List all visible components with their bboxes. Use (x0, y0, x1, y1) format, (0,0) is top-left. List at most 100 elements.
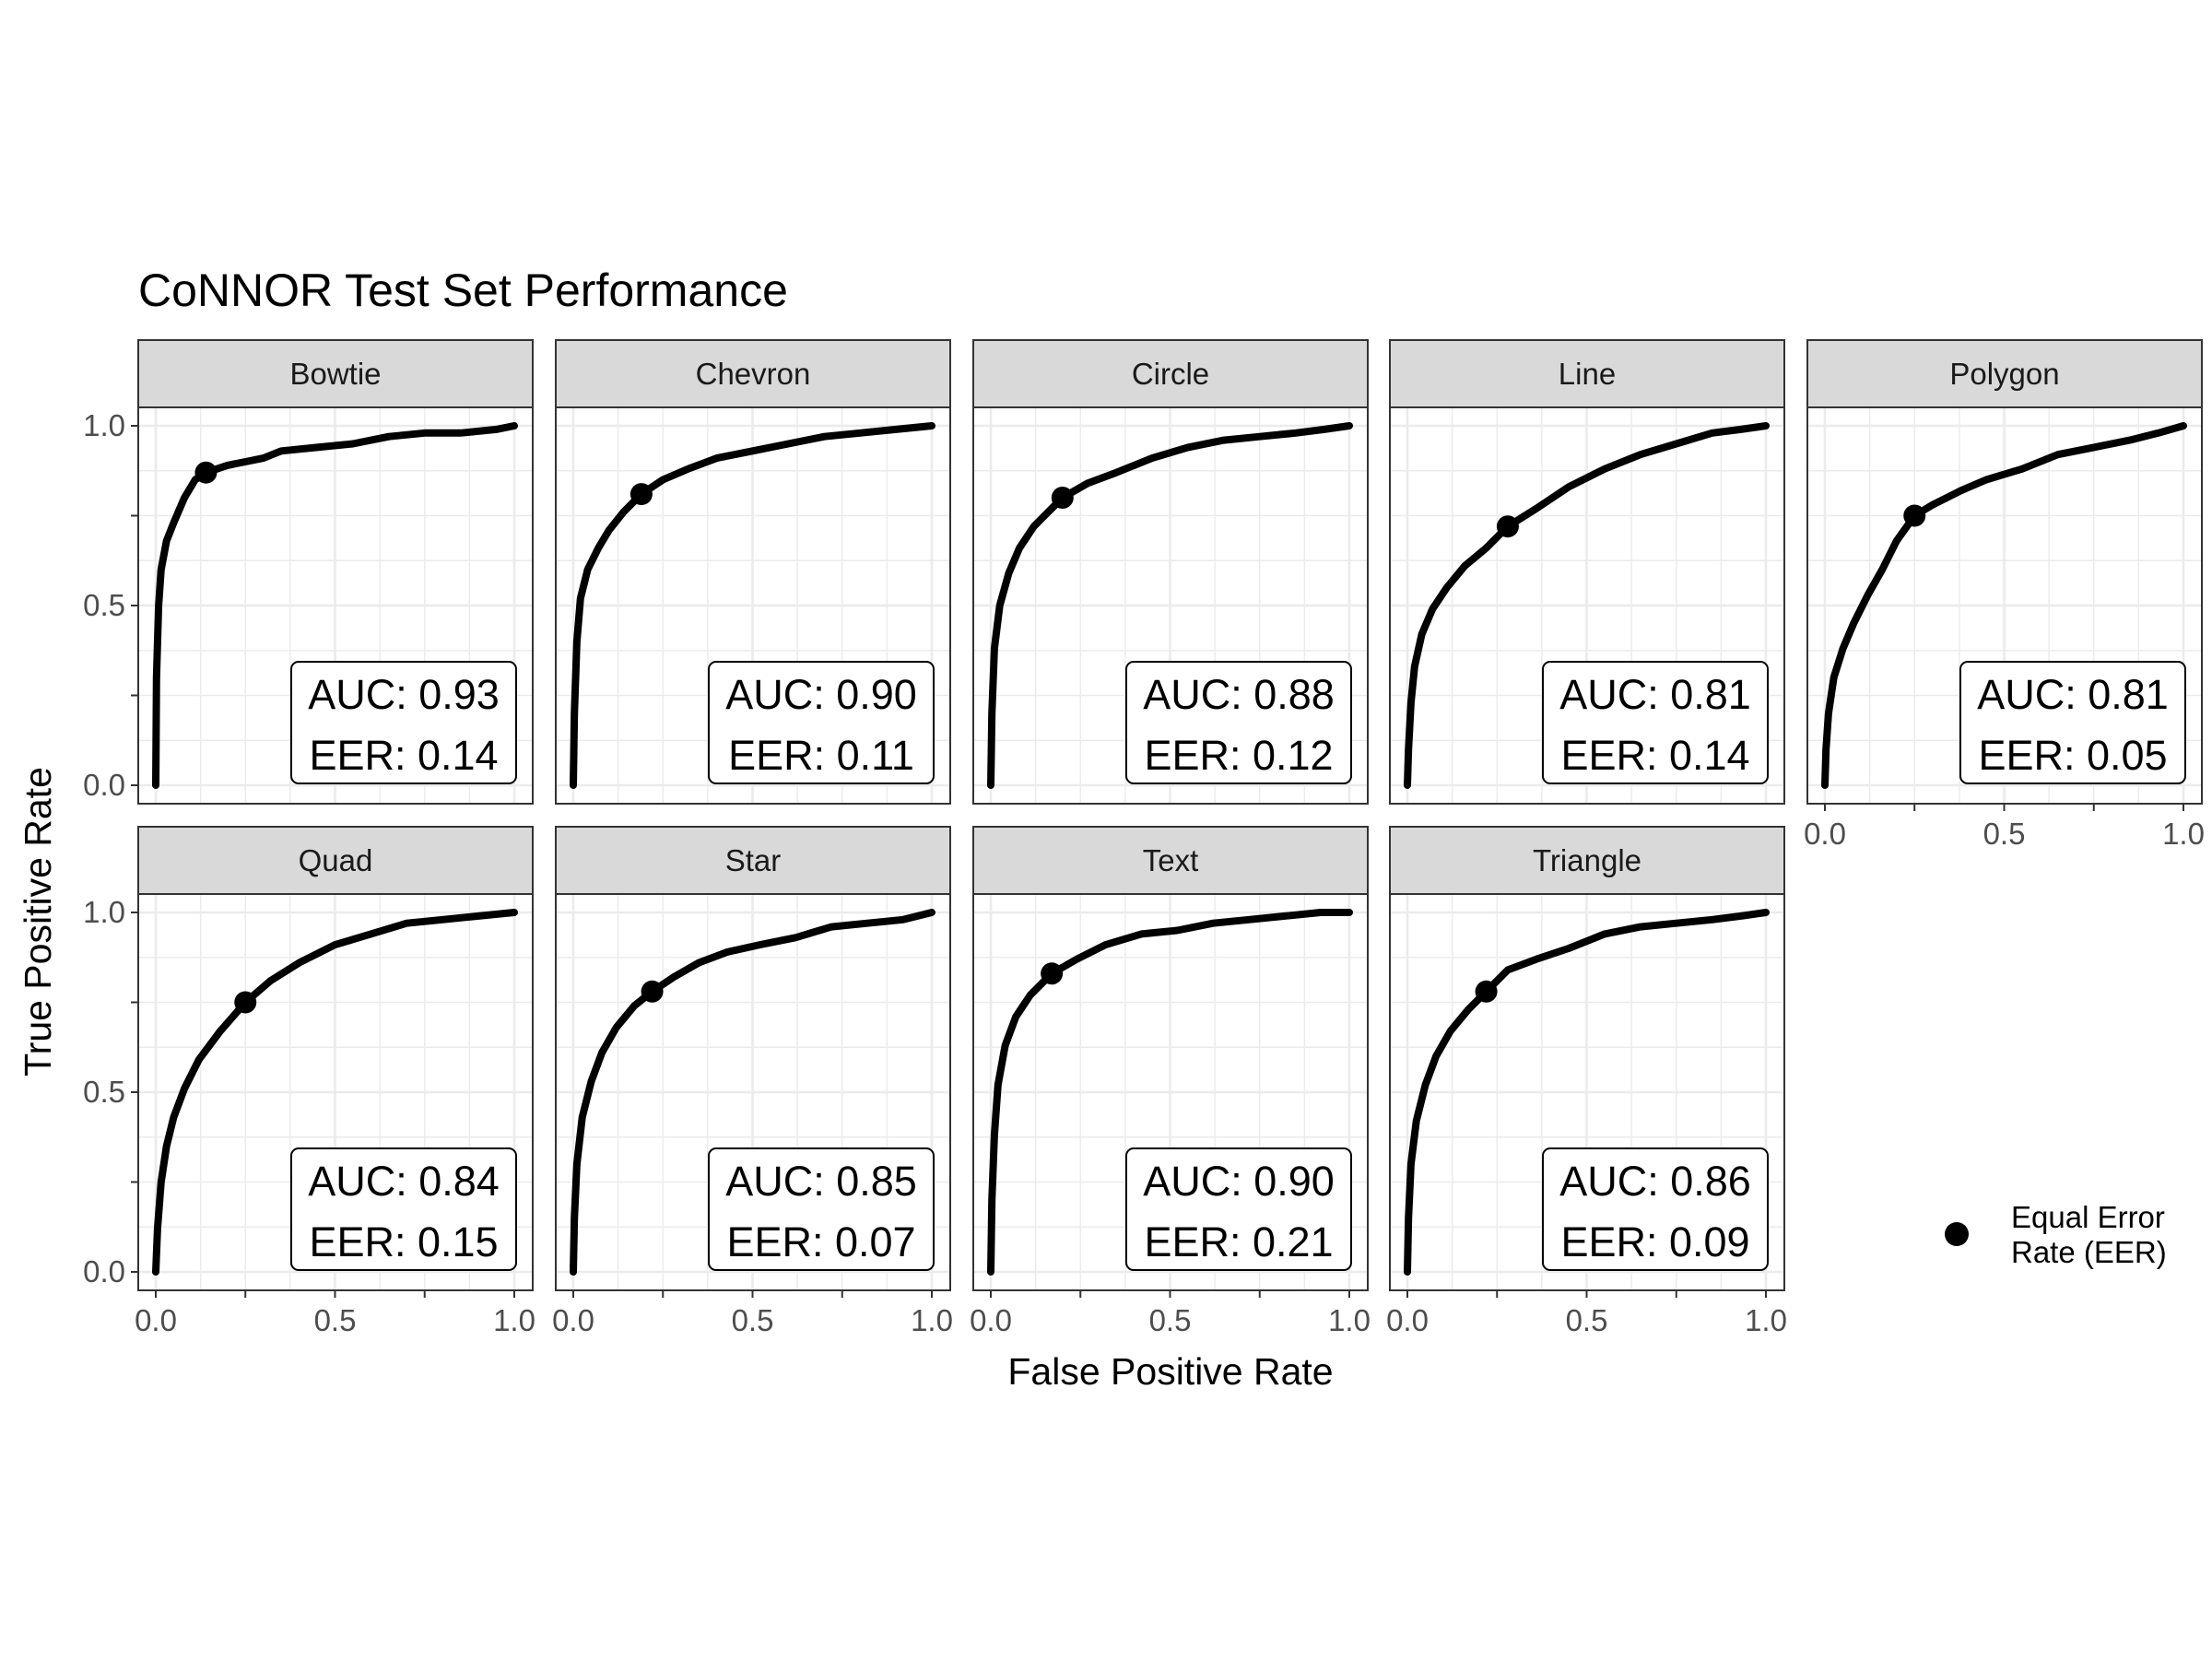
auc-label: AUC: 0.93 (308, 671, 500, 718)
roc-curve (570, 909, 935, 1276)
y-tick-label: 0.5 (83, 588, 125, 622)
auc-label: AUC: 0.81 (1559, 671, 1751, 718)
x-tick-label: 0.5 (1149, 1303, 1192, 1337)
facet-strip (137, 339, 534, 408)
x-tick-label: 1.0 (2162, 817, 2205, 851)
eer-point (234, 991, 257, 1014)
metric-box (290, 1147, 517, 1271)
eer-point (1041, 962, 1064, 985)
auc-label: AUC: 0.86 (1559, 1158, 1751, 1205)
legend-label-line1: Equal Error (2011, 1200, 2165, 1234)
eer-point (641, 980, 664, 1003)
eer-label: EER: 0.14 (1560, 732, 1749, 779)
y-tick-label: 1.0 (83, 895, 125, 929)
facet-strip-label: Text (1143, 843, 1199, 877)
facet-strip-label: Chevron (696, 357, 811, 391)
auc-label: AUC: 0.81 (1977, 671, 2169, 718)
eer-point (1051, 487, 1074, 509)
auc-label: AUC: 0.90 (1143, 1158, 1335, 1205)
panel-line: Line AUC: 0.81 EER: 0.14 (1389, 339, 1785, 805)
panel-polygon: Polygon AUC: 0.81 EER: 0.05 0.0 0.5 1.0 (1804, 339, 2205, 851)
eer-label: EER: 0.12 (1144, 732, 1333, 779)
y-axis-title: True Positive Rate (17, 767, 59, 1077)
facet-strip (972, 339, 1369, 408)
eer-point (194, 461, 218, 484)
metric-box (1959, 661, 2186, 784)
auc-label: AUC: 0.85 (725, 1158, 917, 1205)
roc-curve (570, 422, 935, 789)
metric-box (1125, 661, 1352, 784)
roc-curve (987, 422, 1353, 789)
x-tick-label: 0.0 (970, 1303, 1012, 1337)
metric-box (290, 661, 517, 784)
facet-strip (555, 826, 951, 895)
y-tick-label: 0.0 (83, 1254, 125, 1288)
x-tick-label: 1.0 (1745, 1303, 1787, 1337)
y-tick-label: 0.5 (83, 1075, 125, 1109)
eer-label: EER: 0.11 (728, 732, 914, 779)
panel-border (972, 406, 1369, 805)
metric-box (1542, 661, 1769, 784)
panel-border (555, 406, 951, 805)
facet-strip-label: Polygon (1949, 357, 2059, 391)
eer-label: EER: 0.14 (309, 732, 498, 779)
metric-box (708, 1147, 935, 1271)
eer-point (1903, 504, 1926, 527)
facet-strip (1389, 826, 1785, 895)
panel-circle: Circle AUC: 0.88 EER: 0.12 (972, 339, 1369, 805)
panel-quad: Quad AUC: 0.84 EER: 0.15 0.0 0.5 1.0 0.0 0.5 1.0 (83, 826, 535, 1337)
auc-label: AUC: 0.88 (1143, 671, 1335, 718)
panel-text: Text AUC: 0.90 EER: 0.21 0.0 0.5 1.0 (970, 826, 1371, 1337)
chart-title: CoNNOR Test Set Performance (138, 265, 788, 316)
legend-label-line2: Rate (EER) (2011, 1235, 2167, 1269)
panel-bowtie: Bowtie AUC: 0.93 EER: 0.14 0.0 0.5 1.0 (83, 339, 534, 805)
facet-strip-label: Circle (1132, 357, 1209, 391)
x-tick-label: 0.0 (1386, 1303, 1429, 1337)
metric-box (1125, 1147, 1352, 1271)
eer-point (1475, 980, 1498, 1003)
y-tick-label: 1.0 (83, 408, 125, 442)
x-tick-label: 0.5 (314, 1303, 357, 1337)
eer-label: EER: 0.09 (1560, 1218, 1749, 1265)
x-tick-label: 1.0 (493, 1303, 535, 1337)
facet-strip-label: Bowtie (289, 357, 381, 391)
facet-strip-label: Quad (299, 843, 373, 877)
x-tick-label: 0.5 (1983, 817, 2026, 851)
eer-label: EER: 0.21 (1144, 1218, 1333, 1265)
auc-label: AUC: 0.84 (308, 1158, 500, 1205)
roc-curve (1404, 909, 1770, 1276)
facet-panels: Bowtie AUC: 0.93 EER: 0.14 0.0 0.5 1.0 Chevron… (83, 339, 2205, 1337)
eer-point (1496, 515, 1519, 538)
facet-strip (555, 339, 951, 408)
legend-eer-marker (1945, 1222, 1969, 1246)
x-axis-title: False Positive Rate (1007, 1350, 1333, 1393)
x-tick-label: 1.0 (911, 1303, 953, 1337)
eer-label: EER: 0.05 (1978, 732, 2167, 779)
facet-strip-label: Star (725, 843, 782, 877)
x-tick-label: 1.0 (1328, 1303, 1371, 1337)
facet-strip (137, 826, 534, 895)
x-tick-label: 0.0 (1804, 817, 1846, 851)
x-tick-label: 0.0 (552, 1303, 594, 1337)
metric-box (1542, 1147, 1769, 1271)
panel-border (1389, 406, 1785, 805)
eer-point (629, 483, 653, 506)
auc-label: AUC: 0.90 (725, 671, 917, 718)
eer-label: EER: 0.07 (726, 1218, 915, 1265)
legend: Equal Error Rate (EER) (1945, 1200, 2167, 1269)
facet-strip-label: Line (1559, 357, 1616, 391)
roc-curve (1404, 422, 1770, 789)
metric-box (708, 661, 935, 784)
x-tick-label: 0.0 (135, 1303, 177, 1337)
panel-triangle: Triangle AUC: 0.86 EER: 0.09 0.0 0.5 1.0 (1386, 826, 1787, 1337)
facet-strip (972, 826, 1369, 895)
panel-chevron: Chevron AUC: 0.90 EER: 0.11 (555, 339, 951, 805)
y-tick-label: 0.0 (83, 768, 125, 802)
x-tick-label: 0.5 (1566, 1303, 1608, 1337)
roc-curve (152, 422, 518, 789)
roc-curve (987, 909, 1353, 1276)
facet-strip-label: Triangle (1533, 843, 1641, 877)
eer-label: EER: 0.15 (309, 1218, 498, 1265)
x-tick-label: 0.5 (732, 1303, 774, 1337)
